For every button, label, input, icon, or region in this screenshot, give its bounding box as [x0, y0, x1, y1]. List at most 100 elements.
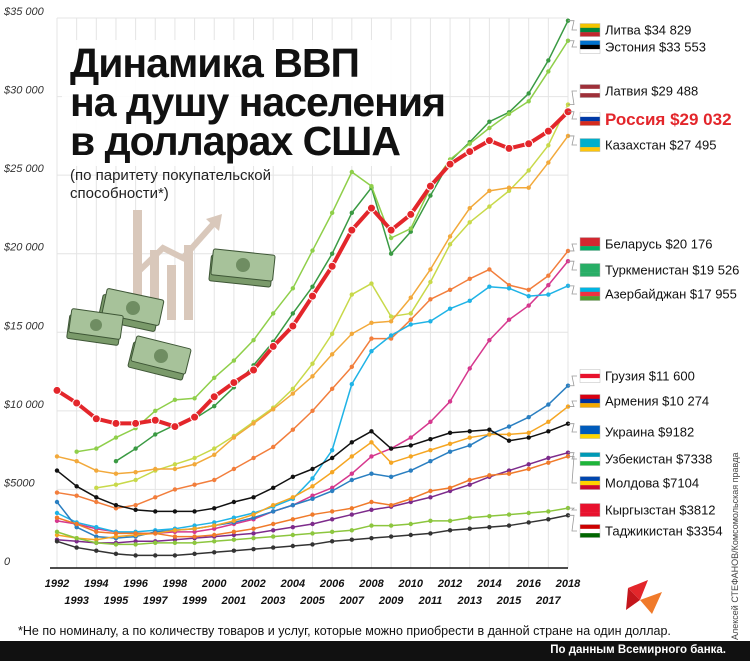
data-point	[524, 139, 534, 149]
data-point	[428, 436, 433, 442]
data-point	[349, 169, 355, 175]
source-bar: По данным Всемирного банка.	[0, 641, 750, 661]
data-point	[54, 518, 60, 524]
data-point	[288, 321, 298, 331]
data-point	[192, 396, 197, 401]
data-point	[526, 91, 531, 96]
x-tick-label: 2017	[535, 595, 561, 607]
data-point	[74, 524, 79, 530]
data-point	[349, 292, 355, 297]
data-point	[113, 542, 119, 547]
data-point	[526, 510, 531, 516]
data-point	[251, 455, 256, 461]
data-point	[428, 419, 433, 425]
legend-leader	[568, 40, 577, 48]
data-point	[172, 540, 178, 546]
x-tick-label: 1999	[182, 595, 207, 607]
y-tick-label: $15 000	[3, 320, 45, 332]
legend-label: Литва $34 829	[605, 23, 691, 38]
data-point	[447, 485, 453, 491]
x-tick-label: 2001	[221, 595, 246, 607]
decor-bar-3	[167, 265, 176, 320]
data-point	[310, 466, 315, 472]
data-point	[72, 398, 82, 408]
data-point	[54, 515, 60, 520]
x-tick-label: 2018	[555, 578, 581, 590]
data-point	[150, 415, 160, 425]
data-point	[192, 529, 197, 535]
x-tick-label: 2008	[358, 578, 384, 590]
data-point	[467, 443, 472, 448]
data-point	[329, 488, 335, 494]
data-point	[546, 402, 551, 407]
data-point	[153, 466, 158, 472]
decoration-money	[66, 210, 276, 381]
data-point	[369, 440, 374, 445]
data-point	[349, 477, 355, 483]
data-point	[153, 495, 158, 500]
data-point	[388, 460, 394, 465]
data-point	[428, 531, 433, 536]
data-point	[54, 532, 60, 538]
data-point	[408, 295, 413, 300]
data-point	[310, 512, 315, 517]
data-point	[526, 430, 531, 436]
data-point	[369, 523, 374, 528]
data-point	[408, 226, 413, 231]
data-point	[428, 488, 433, 494]
data-point	[347, 225, 357, 235]
legend-label: Беларусь $20 176	[605, 237, 712, 252]
flag-icon	[579, 287, 601, 301]
data-point	[231, 548, 237, 553]
data-point	[388, 502, 394, 508]
data-point	[329, 331, 335, 337]
y-tick-label: $30 000	[3, 85, 45, 97]
data-point	[487, 188, 492, 194]
data-point	[153, 553, 158, 558]
series-3	[52, 107, 573, 432]
data-point	[349, 512, 355, 517]
data-point	[308, 291, 317, 301]
flag-icon	[579, 23, 601, 37]
data-point	[506, 471, 512, 476]
flag-icon	[579, 84, 601, 98]
data-point	[526, 185, 531, 190]
x-tick-label: 2006	[319, 578, 345, 590]
legend-leader	[568, 507, 577, 511]
data-point	[192, 551, 197, 557]
legend-label: Молдова $7104	[605, 476, 699, 491]
data-point	[329, 529, 335, 535]
title-backdrop	[62, 40, 402, 166]
data-point	[349, 506, 355, 511]
data-point	[526, 168, 531, 173]
data-point	[467, 477, 472, 483]
data-point	[546, 419, 551, 425]
flag-icon	[579, 476, 601, 490]
data-point	[447, 441, 453, 447]
data-point	[231, 499, 237, 505]
data-point	[526, 520, 531, 525]
x-tick-label: 2003	[260, 595, 285, 607]
data-point	[111, 418, 121, 428]
data-point	[212, 452, 217, 458]
data-point	[487, 427, 492, 432]
data-point	[506, 424, 512, 429]
data-point	[290, 286, 296, 291]
data-point	[369, 499, 374, 505]
x-tick-label: 2009	[378, 595, 404, 607]
data-point	[229, 378, 239, 388]
data-point	[369, 281, 374, 286]
data-point	[425, 181, 435, 191]
data-point	[447, 518, 453, 524]
data-point	[290, 311, 296, 316]
x-tick-label: 2004	[280, 578, 305, 590]
data-point	[251, 512, 256, 517]
data-point	[366, 203, 376, 213]
data-point	[408, 311, 413, 316]
data-point	[447, 287, 453, 293]
data-point	[172, 537, 178, 542]
data-point	[310, 284, 315, 289]
legend-leader	[568, 90, 577, 106]
data-point	[113, 506, 119, 511]
data-point	[74, 484, 79, 489]
